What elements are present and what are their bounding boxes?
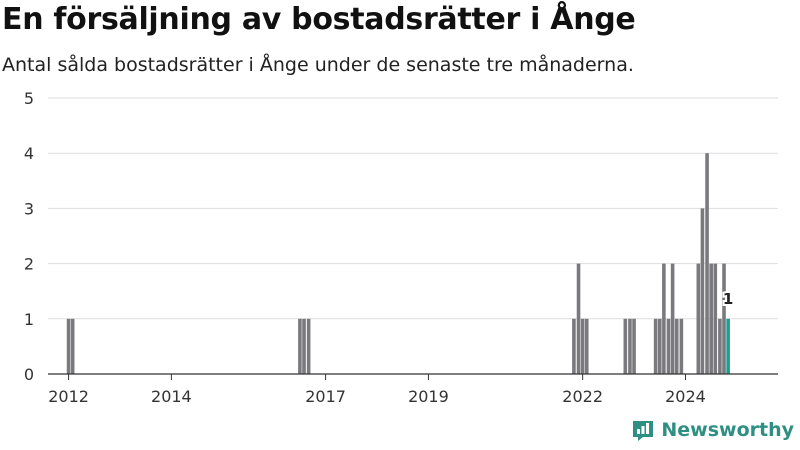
bar — [302, 318, 306, 374]
y-tick-label: 1 — [24, 310, 34, 329]
bar — [657, 318, 662, 374]
y-tick-label: 3 — [24, 199, 34, 218]
bar — [306, 318, 311, 374]
bar — [674, 318, 679, 374]
highlight-bar — [726, 318, 730, 374]
x-tick-label: 2012 — [48, 387, 89, 406]
bar — [632, 318, 636, 374]
bar — [670, 263, 675, 374]
bar — [623, 318, 628, 374]
x-tick-label: 2024 — [665, 387, 706, 406]
bar — [666, 318, 671, 374]
bar — [705, 153, 709, 374]
bar — [653, 318, 658, 374]
bar — [572, 318, 576, 374]
bar — [696, 263, 701, 374]
x-tick-label: 2014 — [151, 387, 192, 406]
bar — [700, 208, 705, 374]
bar — [713, 263, 718, 374]
y-tick-label: 0 — [24, 365, 34, 384]
x-tick-label: 2022 — [562, 387, 603, 406]
y-tick-label: 4 — [24, 144, 34, 163]
newsworthy-logo-icon — [633, 421, 654, 441]
newsworthy-logo-text: Newsworthy — [661, 419, 794, 441]
bar — [722, 263, 726, 374]
chart-subtitle: Antal sålda bostadsrätter i Ånge under d… — [2, 54, 634, 76]
bar — [66, 318, 71, 374]
bar — [584, 318, 589, 374]
x-tick-label: 2017 — [305, 387, 346, 406]
y-tick-label: 2 — [24, 255, 34, 274]
bar — [580, 318, 585, 374]
bar — [70, 318, 75, 374]
bar — [662, 263, 666, 374]
bar — [709, 263, 713, 374]
chart-title: En försäljning av bostadsrätter i Ånge — [2, 2, 636, 37]
bar — [298, 318, 302, 374]
newsworthy-logo: Newsworthy — [631, 418, 794, 442]
bar — [679, 318, 684, 374]
bar — [576, 263, 581, 374]
bar-data-label: 1 — [723, 290, 733, 308]
bar — [628, 318, 632, 374]
y-tick-label: 5 — [24, 89, 34, 108]
bar — [718, 318, 722, 374]
x-tick-label: 2019 — [408, 387, 449, 406]
